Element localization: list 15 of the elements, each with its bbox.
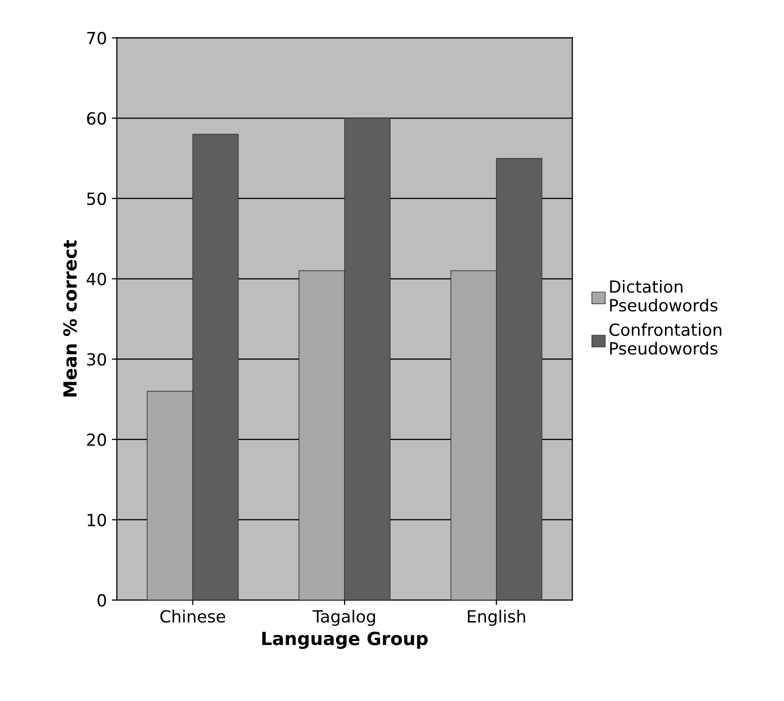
y-tick-label: 70 [87,32,106,44]
legend-label: Confrontation Pseudowords [609,323,722,355]
y-tick-label: 0 [98,594,106,607]
x-axis-title: Language Group [262,632,428,649]
y-tick-label: 50 [87,192,106,206]
x-tick-label: Tagalog [312,610,375,626]
y-tick-label: 60 [87,112,106,125]
y-tick-label: 40 [86,272,106,286]
y-tick-label: 10 [88,514,106,526]
y-tick-label: 30 [87,353,106,366]
y-tick-label: 20 [87,433,106,446]
x-tick-label: English [468,610,526,626]
y-axis-title: Mean % correct [63,240,77,396]
legend-label: Dictation Pseudowords [610,280,718,312]
x-tick-label: Chinese [160,610,226,623]
